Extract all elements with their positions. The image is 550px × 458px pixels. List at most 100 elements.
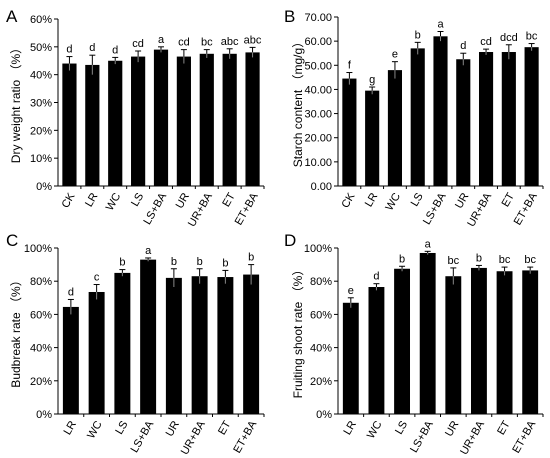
y-tick-label: 50% (30, 42, 52, 54)
y-tick-label: 60.00 (304, 36, 332, 48)
y-tick-label: 20% (310, 376, 332, 388)
category-label: ET (495, 419, 513, 437)
y-tick-label: 80% (310, 276, 332, 288)
significance-label: d (373, 271, 379, 283)
y-tick-label: 30.00 (304, 109, 332, 121)
significance-label: e (348, 285, 354, 297)
y-tick-label: 100% (24, 243, 52, 255)
bar (419, 252, 436, 414)
bar (387, 70, 403, 186)
significance-label: dcd (500, 32, 518, 44)
category-label: ET (220, 191, 238, 209)
y-axis-label: Fruiting shoot rate （%） (291, 264, 305, 399)
bar (165, 277, 182, 414)
y-tick-label: 40% (30, 343, 52, 355)
significance-label: a (437, 18, 444, 30)
bar (410, 48, 425, 187)
bar (131, 56, 146, 187)
y-axis-label: Starch content （mg/g） (291, 36, 305, 167)
significance-label: b (119, 257, 125, 269)
category-label: LS (129, 191, 146, 209)
bar (140, 259, 157, 414)
category-label: ET+BA (512, 190, 540, 227)
y-tick-label: 60% (310, 309, 332, 321)
significance-label: d (89, 42, 95, 54)
bar (114, 272, 131, 414)
significance-label: d (66, 44, 72, 56)
significance-label: d (112, 44, 118, 56)
bar (368, 287, 385, 414)
category-label: LS (393, 419, 410, 437)
significance-label: d (460, 40, 466, 52)
y-tick-label: 40% (30, 70, 52, 82)
category-label: ET (500, 191, 518, 209)
chart-panel-d: D 0% 20% 40% 60% 80% 100% Fruiting shoot rate （… (284, 231, 544, 457)
bar (365, 90, 380, 186)
category-label: LS+BA (141, 190, 169, 226)
significance-label: cd (132, 38, 144, 50)
significance-label: g (369, 74, 375, 86)
y-tick-label: 80% (30, 276, 52, 288)
category-label: LR (363, 191, 380, 209)
significance-label: b (399, 253, 405, 265)
y-axis-label: Dry weight ratio （%） (9, 42, 23, 163)
bar (176, 56, 191, 187)
bar (62, 63, 77, 186)
category-label: CK (60, 190, 78, 210)
significance-label: cd (178, 37, 190, 49)
bar (496, 271, 513, 414)
category-label: UR (174, 191, 192, 211)
bar (478, 52, 494, 186)
y-tick-label: 0% (36, 181, 52, 193)
y-axis-label: Budbreak rate （%） (9, 274, 23, 387)
category-label: UR (453, 191, 471, 211)
panel-letter: C (6, 231, 18, 250)
y-tick-label: 40.00 (304, 84, 332, 96)
category-label: WC (85, 419, 105, 441)
significance-label: bc (524, 254, 536, 266)
category-label: ET (216, 419, 234, 437)
chart-panel-c: C 0% 20% 40% 60% 80% 100% Budbreak rate （%） d LR c… (6, 231, 265, 457)
y-tick-label: 0% (36, 409, 52, 421)
y-tick-label: 10.00 (304, 157, 332, 169)
bar (243, 274, 260, 414)
category-label: UR+BA (458, 418, 487, 457)
significance-label: bc (448, 255, 460, 267)
category-label: UR (164, 419, 182, 439)
significance-label: a (145, 245, 152, 257)
significance-label: b (171, 256, 177, 268)
y-tick-label: 70.00 (304, 12, 332, 24)
y-tick-label: 100% (304, 243, 332, 255)
significance-label: bc (201, 37, 213, 49)
y-tick-label: 10% (30, 153, 52, 165)
category-label: WC (384, 191, 404, 213)
y-tick-label: 20% (30, 376, 52, 388)
bar (522, 270, 539, 414)
significance-label: b (222, 257, 228, 269)
y-tick-label: 20% (30, 125, 52, 137)
panel-letter: B (284, 7, 295, 26)
bar (445, 276, 462, 414)
significance-label: abc (244, 34, 262, 46)
category-label: UR (443, 419, 461, 439)
bar (108, 60, 123, 186)
category-label: LR (342, 419, 359, 437)
bar (470, 267, 487, 414)
category-label: WC (365, 419, 385, 441)
category-label: LS (409, 191, 426, 209)
y-tick-label: 0.00 (311, 181, 332, 193)
bar (394, 268, 411, 414)
bar (433, 36, 448, 186)
chart-panel-a: A 0% 10% 20% 30% 40% 50% 60% Dry weight ratio （%… (6, 7, 265, 229)
y-tick-label: 30% (30, 98, 52, 110)
category-label: WC (104, 191, 124, 213)
chart-panel-b: B 0.00 10.00 20.00 30.00 40.00 50.00 60.00 70.00… (284, 7, 544, 229)
category-label: ET+BA (233, 190, 261, 227)
significance-label: b (197, 256, 203, 268)
significance-label: b (248, 252, 254, 264)
bar (88, 291, 105, 414)
significance-label: e (392, 49, 398, 61)
bar (245, 52, 260, 187)
bar (342, 78, 357, 186)
